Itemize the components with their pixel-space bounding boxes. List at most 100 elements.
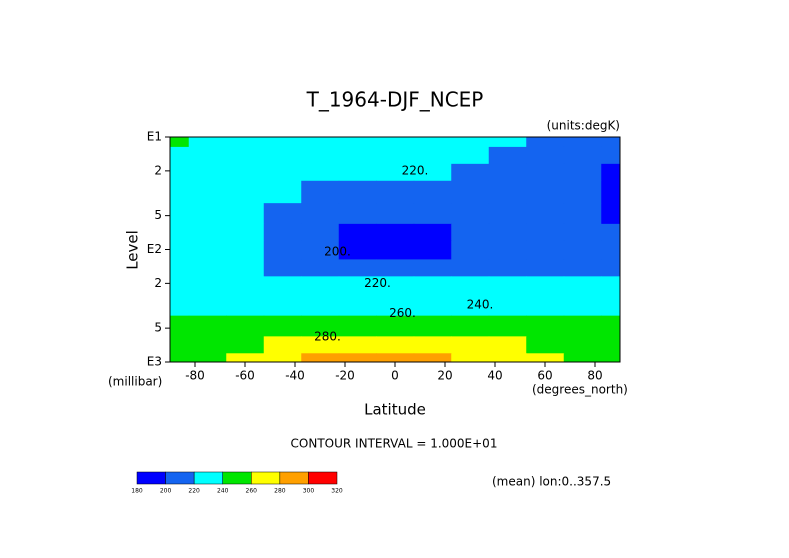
contour-cell (376, 259, 415, 277)
contour-cell (338, 180, 377, 204)
contour-cell (488, 180, 527, 204)
contour-cell (376, 240, 415, 260)
contour-cell (563, 180, 602, 204)
contour-cell (376, 137, 415, 148)
contour-cell (301, 137, 340, 148)
colorbar-label: 220 (188, 488, 200, 495)
contour-cell (488, 240, 527, 260)
contour-cell (188, 163, 227, 182)
contour-cell (263, 276, 302, 294)
colorbar-box (193, 471, 223, 485)
contour-cell (526, 315, 565, 337)
contour-cell (451, 259, 490, 277)
contour-cell (338, 353, 377, 363)
contour-cell (188, 180, 227, 204)
contour-cell (601, 223, 621, 242)
contour-cell (301, 353, 340, 363)
contour-cell (338, 163, 377, 182)
contour-cell (601, 203, 621, 225)
contour-cell (226, 293, 265, 317)
contour-cell (226, 223, 265, 242)
contour-cell (413, 223, 452, 242)
x-tick-label: 0 (391, 369, 399, 383)
contour-cell (188, 293, 227, 317)
contour-cell (376, 223, 415, 242)
contour-cell (563, 315, 602, 337)
colorbar-label: 280 (274, 488, 286, 495)
contour-cell (526, 293, 565, 317)
x-tick-label: -20 (335, 369, 355, 383)
contour-cell (263, 240, 302, 260)
contour-cell (226, 163, 265, 182)
contour-cell (301, 223, 340, 242)
contour-cell (188, 353, 227, 363)
contour-cell (413, 180, 452, 204)
contour-cell (170, 180, 190, 204)
contour-cell (451, 137, 490, 148)
contour-cell (376, 180, 415, 204)
contour-cell (188, 276, 227, 294)
y-units: (millibar) (108, 375, 162, 389)
contour-cell (376, 336, 415, 354)
colorbar-label: 300 (303, 488, 315, 495)
contour-cell (451, 293, 490, 317)
colorbar-box (165, 471, 195, 485)
contour-cell (451, 336, 490, 354)
contour-cell (488, 163, 527, 182)
contour-cell (601, 240, 621, 260)
contour-cell (413, 203, 452, 225)
contour-cell (526, 259, 565, 277)
contour-cell (170, 203, 190, 225)
contour-cell (301, 259, 340, 277)
contour-cell (526, 240, 565, 260)
contour-cell (338, 336, 377, 354)
contour-cell (451, 203, 490, 225)
x-axis-label: Latitude (364, 401, 426, 419)
contour-cell (301, 146, 340, 165)
contour-cell (338, 315, 377, 337)
contour-cell (226, 180, 265, 204)
colorbar-box (279, 471, 309, 485)
contour-cell (338, 293, 377, 317)
contour-cell (413, 315, 452, 337)
contour-cell (526, 203, 565, 225)
contour-cell (413, 293, 452, 317)
contour-cell (451, 276, 490, 294)
contour-cell (563, 293, 602, 317)
contour-cell (526, 180, 565, 204)
contour-cell (563, 353, 602, 363)
contour-field (170, 137, 621, 363)
contour-cell (488, 336, 527, 354)
y-tick-label: 2 (154, 163, 162, 177)
colorbar-box (222, 471, 252, 485)
contour-cell (601, 353, 621, 363)
x-tick-label: 60 (537, 369, 552, 383)
contour-cell (301, 163, 340, 182)
contour-cell (451, 146, 490, 165)
contour-cell (488, 315, 527, 337)
contour-cell (170, 293, 190, 317)
contour-cell (563, 276, 602, 294)
contour-cell (413, 240, 452, 260)
contour-cell (263, 259, 302, 277)
y-tick-label: 5 (154, 321, 162, 335)
contour-cell (413, 163, 452, 182)
contour-cell (413, 259, 452, 277)
contour-cell (338, 203, 377, 225)
units-label: (units:degK) (547, 119, 620, 133)
y-tick-label: E1 (147, 130, 162, 144)
contour-cell (338, 259, 377, 277)
contour-cell (451, 223, 490, 242)
contour-cell (526, 223, 565, 242)
contour-cell (526, 336, 565, 354)
contour-cell (413, 276, 452, 294)
contour-cell (226, 259, 265, 277)
contour-cell (188, 336, 227, 354)
contour-cell (451, 315, 490, 337)
contour-cell (263, 315, 302, 337)
contour-cell (301, 203, 340, 225)
contour-cell (601, 163, 621, 182)
contour-cell (413, 146, 452, 165)
contour-cell (488, 146, 527, 165)
